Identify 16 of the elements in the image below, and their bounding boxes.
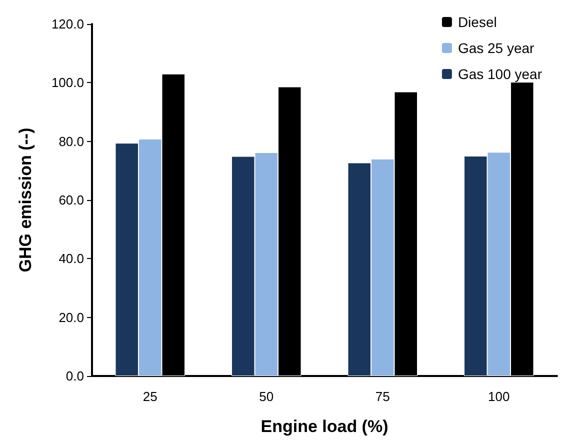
- x-tick-label: 75: [375, 389, 390, 404]
- y-tick-label: 100.0: [51, 75, 84, 90]
- y-tick-label: 80.0: [58, 134, 84, 149]
- x-axis-title: Engine load (%): [260, 417, 388, 436]
- x-tick-label: 50: [259, 389, 274, 404]
- y-tick-label: 40.0: [58, 251, 84, 266]
- y-axis-title: GHG emission (--): [16, 128, 35, 272]
- legend-label: Gas 100 year: [458, 66, 542, 82]
- y-tick-label: 20.0: [58, 310, 84, 325]
- x-tick-label: 100: [488, 389, 510, 404]
- y-tick-label: 0.0: [66, 368, 84, 384]
- legend-label: Diesel: [458, 14, 497, 30]
- legend-label: Gas 25 year: [458, 40, 535, 56]
- y-tick-label: 60.0: [58, 192, 84, 208]
- x-tick-label: 25: [142, 389, 158, 404]
- y-tick-label: 120.0: [51, 16, 84, 32]
